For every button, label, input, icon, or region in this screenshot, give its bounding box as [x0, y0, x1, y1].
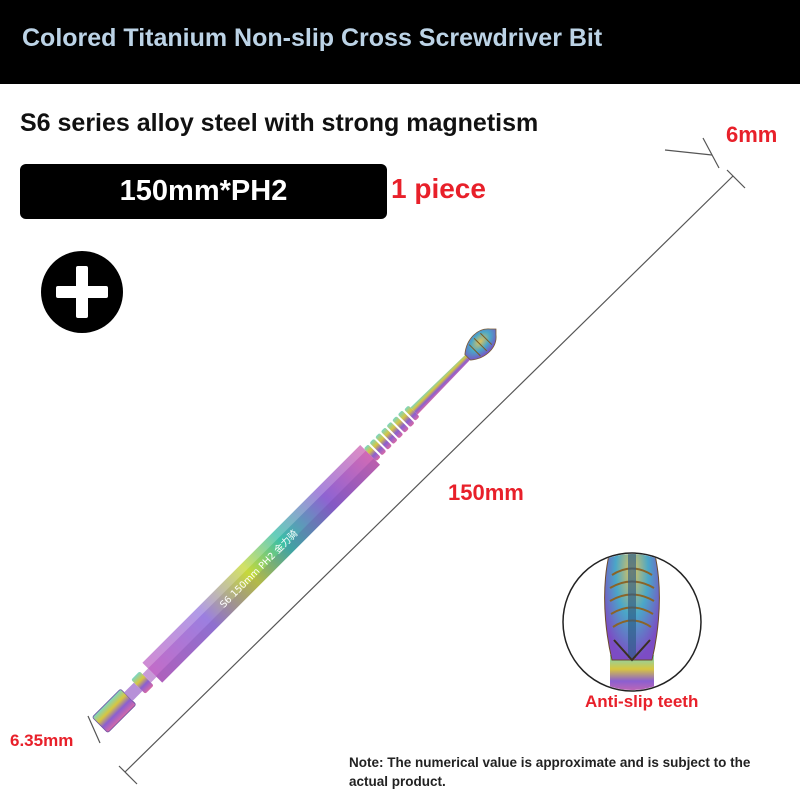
- quantity-label: 1 piece: [391, 173, 486, 204]
- detail-label: Anti-slip teeth: [585, 692, 699, 711]
- page-title: Colored Titanium Non-slip Cross Screwdri…: [22, 24, 603, 52]
- spec-badge: 150mm*PH2: [20, 164, 387, 219]
- disclaimer-note: Note: The numerical value is approximate…: [349, 755, 751, 789]
- plus-icon: [41, 251, 123, 333]
- header-bar: Colored Titanium Non-slip Cross Screwdri…: [0, 0, 800, 84]
- bit-engraving: S6 150mm PH2 金力骑: [217, 527, 300, 610]
- tip-detail-magnifier: [562, 552, 702, 692]
- subtitle: S6 series alloy steel with strong magnet…: [20, 109, 539, 137]
- dimension-lines: [87, 137, 746, 785]
- shank-width-label: 6.35mm: [10, 731, 74, 750]
- length-label: 150mm: [448, 480, 524, 505]
- tip-width-label: 6mm: [726, 122, 778, 147]
- spec-label: 150mm*PH2: [119, 175, 288, 207]
